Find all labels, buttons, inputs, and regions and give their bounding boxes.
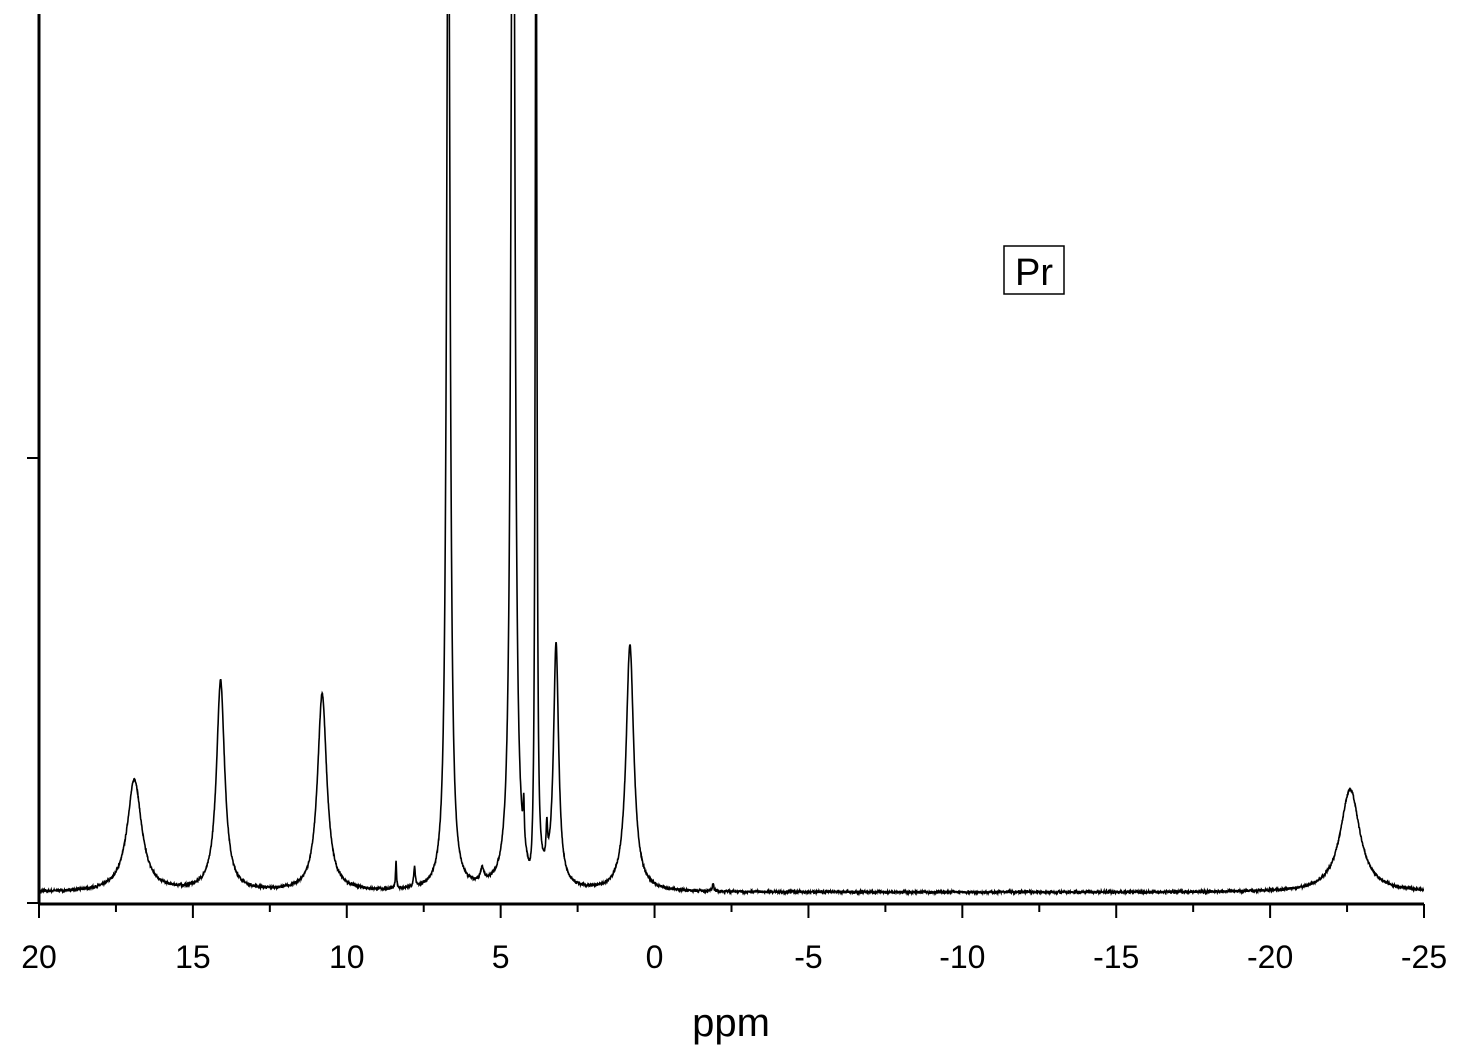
x-tick-label: -20 <box>1247 939 1293 975</box>
legend-label: Pr <box>1015 252 1053 294</box>
legend-box <box>1003 245 1065 295</box>
legend: Pr <box>1003 245 1065 295</box>
x-tick-labels: 20 15 10 5 0 -5 -10 -15 -20 -25 <box>21 939 1447 975</box>
x-tick-label: 15 <box>175 939 211 975</box>
x-tick-label: -10 <box>939 939 985 975</box>
x-tick-label: -15 <box>1093 939 1139 975</box>
x-tick-label: -25 <box>1401 939 1447 975</box>
x-tick-label: 10 <box>329 939 365 975</box>
x-tick-label: 5 <box>492 939 510 975</box>
x-axis-ticks <box>38 904 1425 918</box>
x-tick-label: 0 <box>646 939 664 975</box>
spectrum-line <box>39 14 1424 897</box>
x-axis-title: ppm <box>692 1001 770 1045</box>
y-axis-ticks <box>27 457 39 904</box>
x-tick-label: -5 <box>794 939 822 975</box>
x-tick-label: 20 <box>21 939 57 975</box>
